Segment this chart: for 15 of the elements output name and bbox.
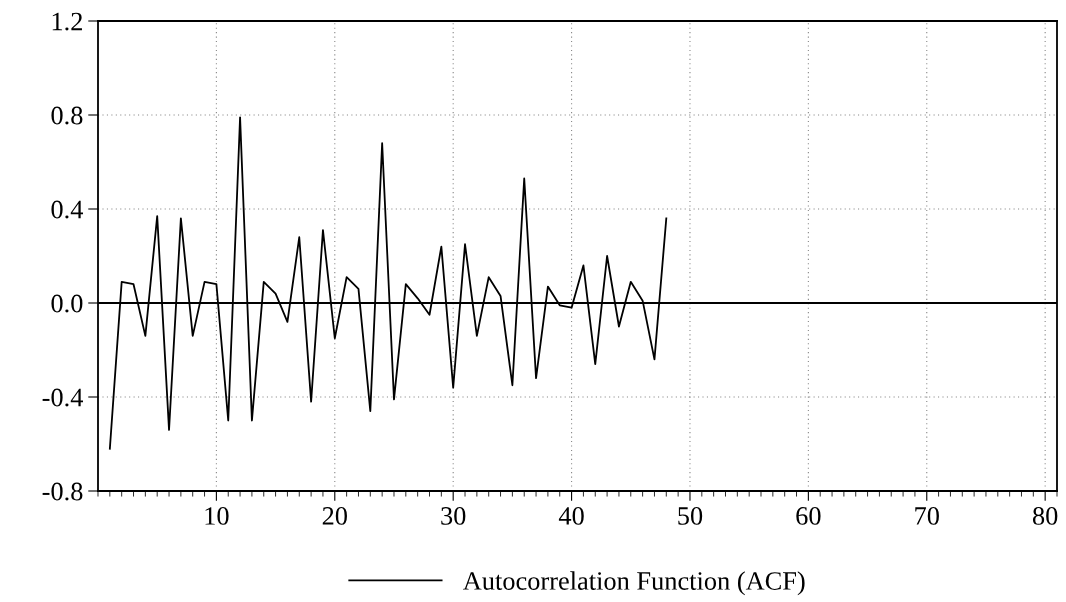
x-tick-label: 80 [1032, 507, 1058, 525]
y-tick-label: -0.8 [42, 482, 83, 501]
y-tick-label: 0.4 [51, 200, 83, 219]
y-tick-label: 0.8 [51, 106, 83, 125]
x-tick-label: 70 [915, 507, 939, 525]
x-tick-label: 20 [322, 507, 347, 525]
y-tick-label: 1.2 [52, 12, 82, 31]
x-tick-label: 30 [441, 507, 466, 525]
legend-label: Autocorrelation Function (ACF) [462, 571, 805, 596]
x-tick-label: 10 [205, 507, 229, 525]
x-tick-label: 60 [796, 507, 821, 525]
x-tick-label: 50 [678, 507, 703, 525]
y-tick-label: 0.0 [51, 294, 83, 313]
x-tick-label: 40 [558, 507, 584, 525]
y-tick-label: -0.4 [42, 388, 84, 407]
